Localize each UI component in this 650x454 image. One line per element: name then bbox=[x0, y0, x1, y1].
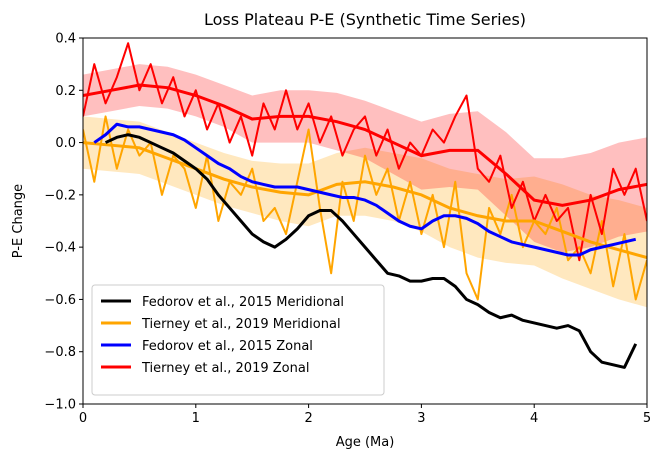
legend-box bbox=[91, 284, 385, 396]
x-tick-label: 5 bbox=[643, 411, 650, 426]
y-tick-label: −0.2 bbox=[44, 188, 76, 203]
legend-label: Fedorov et al., 2015 Zonal bbox=[142, 339, 313, 354]
plot-area bbox=[83, 42, 647, 369]
x-tick-label: 4 bbox=[530, 411, 538, 426]
fit-line bbox=[83, 141, 647, 260]
y-tick-label: −0.6 bbox=[44, 293, 76, 308]
y-tick-label: 0.0 bbox=[55, 136, 76, 151]
series-line bbox=[104, 133, 638, 369]
legend: Fedorov et al., 2015 Meridional Tierney e… bbox=[91, 284, 385, 396]
uncertainty-band bbox=[83, 116, 647, 308]
y-tick-label: −1.0 bbox=[44, 398, 76, 413]
legend-label: Tierney et al., 2019 Zonal bbox=[141, 361, 309, 376]
legend-label: Fedorov et al., 2015 Meridional bbox=[142, 295, 344, 310]
y-axis-label: P-E Change bbox=[11, 184, 26, 258]
plot-frame bbox=[82, 37, 648, 405]
series-line bbox=[93, 122, 637, 257]
fit-line bbox=[83, 83, 647, 207]
x-tick-label: 0 bbox=[79, 411, 87, 426]
y-tick-label: −0.4 bbox=[44, 241, 76, 256]
chart-title: Loss Plateau P-E (Synthetic Time Series) bbox=[204, 10, 526, 29]
x-tick-label: 3 bbox=[417, 411, 425, 426]
legend-label: Tierney et al., 2019 Meridional bbox=[141, 317, 341, 332]
series-line bbox=[83, 115, 647, 301]
x-tick-label: 1 bbox=[192, 411, 200, 426]
y-tick-label: 0.2 bbox=[55, 84, 76, 99]
x-axis-label: Age (Ma) bbox=[336, 435, 395, 450]
y-tick-label: −0.8 bbox=[44, 345, 76, 360]
y-tick-label: 0.4 bbox=[55, 32, 76, 47]
x-tick-label: 2 bbox=[304, 411, 312, 426]
